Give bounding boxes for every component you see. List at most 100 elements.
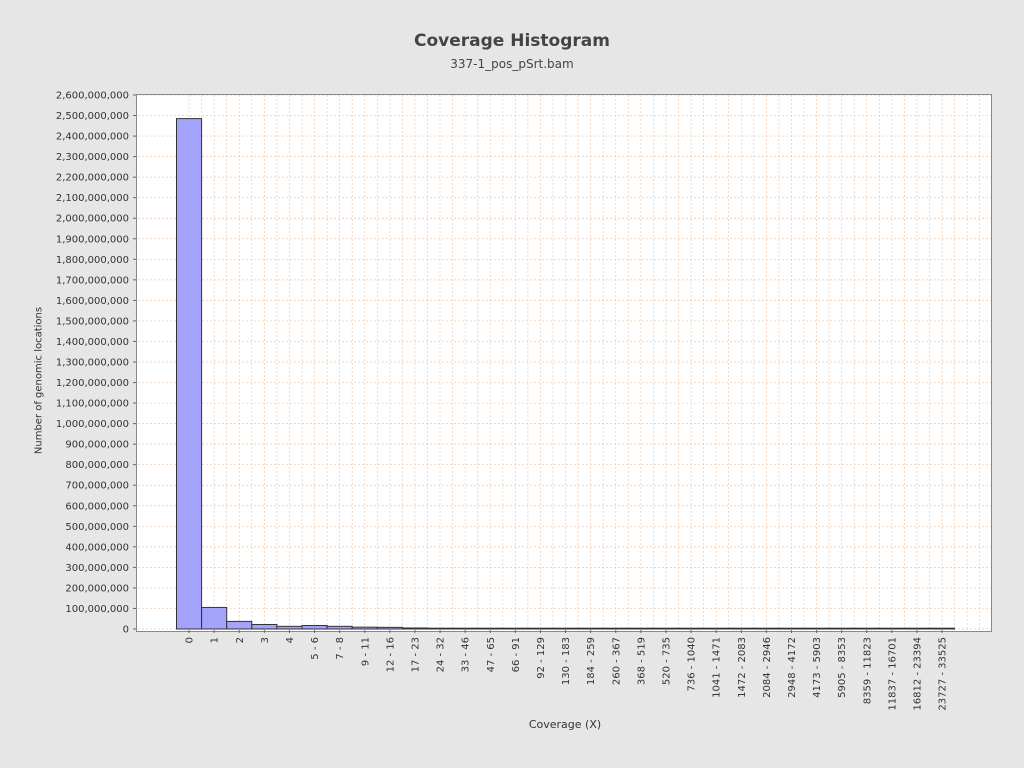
bar-2084-2946 (753, 627, 780, 630)
x-tick-label: 33 - 46 (461, 637, 472, 672)
bar-520-735 (652, 627, 680, 630)
y-tick-label: 300,000,000 (65, 563, 129, 574)
bar-23727-33525 (929, 627, 956, 630)
x-tick-label: 2 (235, 637, 246, 643)
bar-7-8 (326, 625, 353, 630)
bar-16812-23394 (903, 627, 931, 630)
x-tick-label: 5 - 6 (310, 637, 321, 660)
x-tick-label: 368 - 519 (636, 637, 647, 685)
x-tick-label: 1 (210, 637, 221, 643)
y-tick-label: 0 (123, 625, 129, 636)
bar-260-367 (602, 627, 629, 630)
x-tick-label: 0 (185, 637, 196, 643)
x-tick-label: 24 - 32 (436, 637, 447, 672)
x-axis-ticks: 0 1 2 3 4 5 - 6 7 - 8 9 - 11 12 - 16 17 - 23 24 - … (185, 630, 949, 711)
x-tick-label: 2084 - 2946 (762, 637, 773, 698)
plot-background (136, 94, 992, 631)
x-tick-label: 16812 - 23394 (912, 637, 923, 711)
y-axis-ticks: 0 100,000,000 200,000,000 300,000,000 400,00… (56, 91, 136, 636)
bar-1041-1471 (703, 627, 730, 630)
bars (176, 118, 956, 630)
bar-1 (201, 606, 228, 630)
y-tick-label: 1,600,000,000 (56, 296, 129, 307)
bar-5-6 (301, 625, 328, 630)
bar-5905-8353 (828, 627, 855, 630)
bar-12-16 (376, 626, 403, 630)
y-tick-label: 2,300,000,000 (56, 152, 129, 163)
bar-0 (176, 118, 203, 630)
y-tick-label: 1,400,000,000 (56, 337, 129, 348)
bar-2948-4172 (778, 627, 805, 630)
x-tick-label: 2948 - 4172 (787, 637, 798, 698)
y-tick-label: 2,000,000,000 (56, 214, 129, 225)
x-tick-label: 4 (285, 637, 296, 643)
bar-130-183 (552, 627, 579, 630)
x-tick-label: 736 - 1040 (687, 637, 698, 692)
y-tick-label: 2,600,000,000 (56, 91, 129, 102)
y-tick-label: 2,200,000,000 (56, 173, 129, 184)
y-tick-label: 2,400,000,000 (56, 132, 129, 143)
x-tick-label: 3 (260, 637, 271, 643)
x-tick-label: 9 - 11 (360, 637, 371, 666)
x-tick-label: 92 - 129 (536, 637, 547, 679)
x-tick-label: 1041 - 1471 (712, 637, 723, 698)
x-tick-label: 12 - 16 (385, 637, 396, 672)
grid-lines (138, 94, 991, 630)
y-tick-label: 1,900,000,000 (56, 234, 129, 245)
bar-8359-11823 (853, 627, 880, 630)
x-tick-label: 5905 - 8353 (837, 637, 848, 698)
bar-736-1040 (678, 627, 705, 630)
y-tick-label: 1,000,000,000 (56, 419, 129, 430)
y-tick-label: 1,700,000,000 (56, 275, 129, 286)
y-tick-label: 1,200,000,000 (56, 378, 129, 389)
y-tick-label: 900,000,000 (65, 440, 129, 451)
x-tick-label: 1472 - 2083 (737, 637, 748, 698)
y-tick-label: 400,000,000 (65, 542, 129, 553)
y-tick-label: 1,500,000,000 (56, 316, 129, 327)
bar-1472-2083 (728, 627, 755, 630)
x-tick-label: 260 - 367 (611, 637, 622, 685)
y-tick-label: 500,000,000 (65, 522, 129, 533)
x-tick-label: 184 - 259 (586, 637, 597, 685)
bar-184-259 (577, 627, 604, 630)
bar-66-91 (502, 627, 529, 630)
y-tick-label: 200,000,000 (65, 583, 129, 594)
x-axis-label: Coverage (X) (528, 718, 602, 731)
x-tick-label: 520 - 735 (661, 637, 672, 685)
y-tick-label: 100,000,000 (65, 604, 129, 615)
bar-2 (226, 620, 253, 630)
x-tick-label: 11837 - 16701 (887, 637, 898, 711)
y-tick-label: 600,000,000 (65, 501, 129, 512)
y-tick-label: 1,300,000,000 (56, 358, 129, 369)
y-tick-label: 2,500,000,000 (56, 111, 129, 122)
chart-title: Coverage Histogram (414, 31, 610, 51)
plot-area (136, 94, 992, 631)
bar-4 (276, 625, 303, 630)
x-tick-label: 47 - 65 (486, 637, 497, 672)
x-tick-label: 4173 - 5903 (812, 637, 823, 698)
bar-4173-5903 (803, 627, 830, 630)
y-tick-label: 2,100,000,000 (56, 193, 129, 204)
bar-17-23 (401, 627, 428, 630)
x-tick-label: 8359 - 11823 (862, 637, 873, 704)
bar-368-519 (627, 627, 654, 630)
bar-9-11 (351, 626, 378, 630)
axes (136, 94, 992, 632)
x-tick-label: 66 - 91 (511, 637, 522, 672)
bar-33-46 (452, 627, 479, 630)
bar-11837-16701 (878, 627, 905, 630)
x-tick-label: 130 - 183 (561, 637, 572, 685)
bar-3 (251, 623, 278, 630)
y-tick-label: 700,000,000 (65, 481, 129, 492)
bar-24-32 (427, 627, 454, 630)
bar-47-65 (477, 627, 504, 630)
x-tick-label: 7 - 8 (335, 637, 346, 660)
y-tick-label: 1,100,000,000 (56, 399, 129, 410)
y-tick-label: 1,800,000,000 (56, 255, 129, 266)
y-tick-label: 800,000,000 (65, 460, 129, 471)
x-tick-label: 23727 - 33525 (938, 637, 949, 711)
y-axis-label: Number of genomic locations (33, 306, 45, 455)
bar-92-129 (527, 627, 554, 630)
chart-subtitle: 337-1_pos_pSrt.bam (450, 57, 574, 71)
